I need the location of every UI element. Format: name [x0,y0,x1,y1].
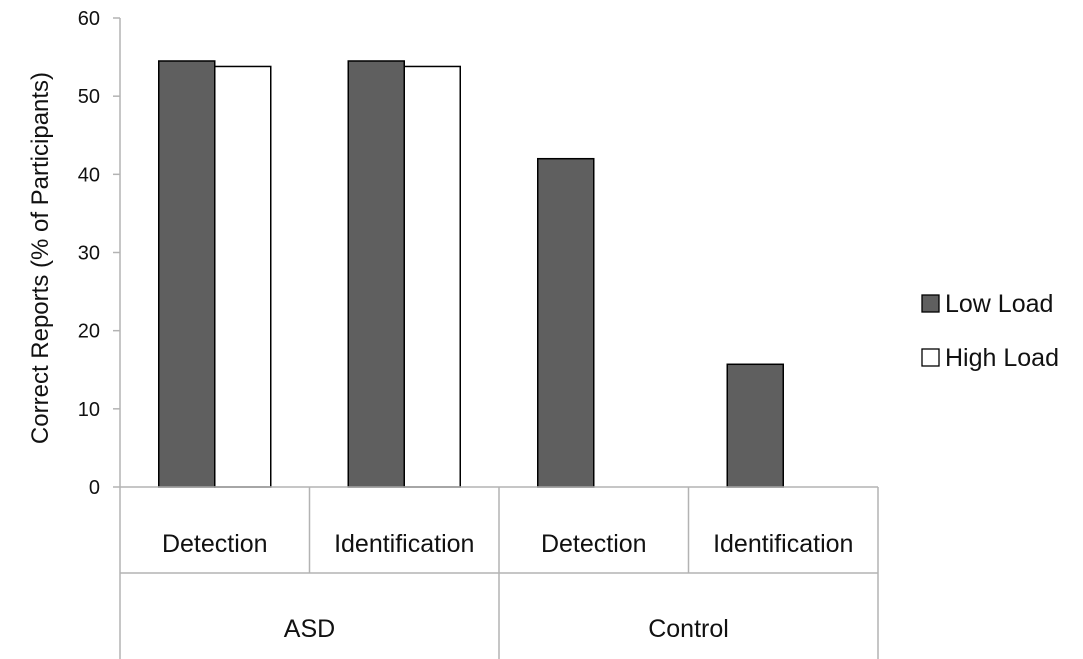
bar-low-load [726,363,784,488]
y-tick-label: 20 [78,321,100,343]
bar-low-load [347,60,405,488]
y-tick-label: 10 [78,399,100,421]
bar-low-load [537,157,595,488]
x-group-label: ASD [284,615,335,643]
y-tick-label: 40 [78,164,100,186]
y-tick-label: 0 [89,477,100,499]
legend-label: High Load [945,344,1059,372]
bars [158,60,784,488]
legend-swatch [921,348,940,367]
x-category-label: Detection [162,530,268,558]
bar-high-load [403,65,461,488]
x-category-label: Identification [334,530,474,558]
bar-low-load [158,60,216,488]
y-tick-label: 60 [78,8,100,30]
x-category-label: Identification [713,530,853,558]
x-category-label: Detection [541,530,647,558]
y-tick-label: 50 [78,86,100,108]
y-axis: 0 10 20 30 40 50 60 [78,8,121,499]
legend: Low Load High Load [921,290,1059,372]
legend-label: Low Load [945,290,1053,318]
y-tick-label: 30 [78,243,100,265]
x-axis: Detection Identification Detection Identifi… [119,486,879,659]
legend-swatch [921,294,940,313]
x-group-label: Control [648,615,729,643]
y-axis-title: Correct Reports (% of Participants) [27,72,54,444]
bar-high-load [214,65,272,488]
